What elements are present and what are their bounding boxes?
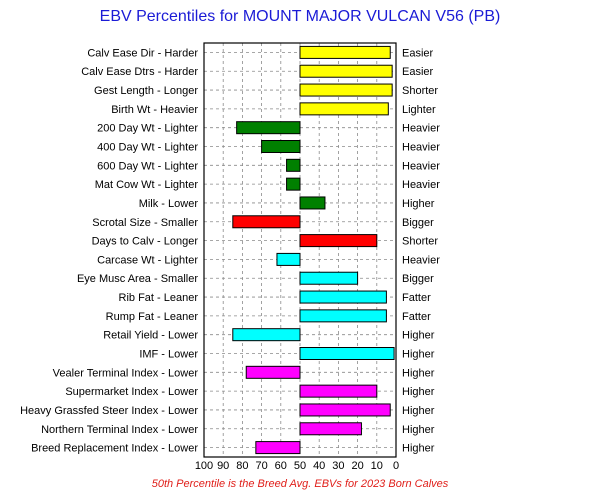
direction-label: Higher xyxy=(402,330,435,342)
bar xyxy=(232,215,301,229)
x-axis-ticks: 100 90 80 70 60 50 40 30 20 10 0 xyxy=(195,460,399,472)
trait-label: Calv Ease Dir - Harder xyxy=(87,47,198,59)
x-tick-label: 0 xyxy=(393,460,399,472)
bar xyxy=(299,290,387,304)
x-tick-label: 60 xyxy=(275,460,287,472)
direction-label: Fatter xyxy=(402,311,431,323)
trait-label: Gest Length - Longer xyxy=(94,85,198,97)
direction-label: Bigger xyxy=(402,273,434,285)
bar xyxy=(299,234,378,248)
trait-label: 200 Day Wt - Lighter xyxy=(97,123,198,135)
trait-label: Calv Ease Dtrs - Harder xyxy=(81,66,198,78)
bar xyxy=(299,271,359,285)
bar xyxy=(299,45,391,59)
direction-label: Bigger xyxy=(402,217,434,229)
chart-title: EBV Percentiles for MOUNT MAJOR VULCAN V… xyxy=(100,8,501,25)
trait-label: Milk - Lower xyxy=(139,198,199,210)
direction-label: Heavier xyxy=(402,254,440,266)
trait-label: Mat Cow Wt - Lighter xyxy=(95,179,199,191)
trait-label: Rump Fat - Leaner xyxy=(106,311,199,323)
trait-label: Northern Terminal Index - Lower xyxy=(41,424,198,436)
trait-label: IMF - Lower xyxy=(139,349,198,361)
bar xyxy=(276,252,301,266)
direction-label: Higher xyxy=(402,424,435,436)
bar xyxy=(299,64,393,78)
x-tick-label: 90 xyxy=(217,460,229,472)
bar xyxy=(299,83,393,97)
chart-footnote: 50th Percentile is the Breed Avg. EBVs f… xyxy=(152,478,449,490)
bar xyxy=(299,422,362,436)
bar xyxy=(299,403,391,417)
direction-label: Heavier xyxy=(402,179,440,191)
bar xyxy=(261,140,301,153)
x-tick-label: 70 xyxy=(255,460,267,472)
direction-label: Lighter xyxy=(402,104,436,116)
direction-label: Shorter xyxy=(402,236,438,248)
bar xyxy=(245,365,301,379)
direction-label: Higher xyxy=(402,349,435,361)
bar xyxy=(299,196,326,210)
trait-label: Eye Musc Area - Smaller xyxy=(77,273,198,285)
x-tick-label: 20 xyxy=(351,460,363,472)
x-tick-label: 30 xyxy=(332,460,344,472)
trait-label: Scrotal Size - Smaller xyxy=(92,217,198,229)
direction-label: Shorter xyxy=(402,85,438,97)
trait-label: Supermarket Index - Lower xyxy=(65,386,198,398)
trait-label: Birth Wt - Heavier xyxy=(111,104,198,116)
trait-label: Breed Replacement Index - Lower xyxy=(31,443,198,455)
trait-label: 400 Day Wt - Lighter xyxy=(97,142,198,154)
bar xyxy=(236,121,301,135)
x-tick-label: 100 xyxy=(195,460,213,472)
x-tick-label: 80 xyxy=(236,460,248,472)
direction-label: Heavier xyxy=(402,160,440,172)
plot-frame xyxy=(203,42,397,458)
direction-label: Fatter xyxy=(402,292,431,304)
bar xyxy=(299,384,378,398)
trait-label: Rib Fat - Leaner xyxy=(119,292,199,304)
bar-group xyxy=(232,45,395,455)
bar xyxy=(299,102,389,116)
left-label-group: Calv Ease Dir - Harder Calv Ease Dtrs - H… xyxy=(20,47,198,454)
direction-label: Easier xyxy=(402,47,434,59)
direction-label: Higher xyxy=(402,198,435,210)
bar xyxy=(299,309,387,323)
trait-label: Days to Calv - Longer xyxy=(92,236,199,248)
bar xyxy=(255,441,301,455)
direction-label: Higher xyxy=(402,386,435,398)
x-tick-label: 10 xyxy=(371,460,383,472)
trait-label: 600 Day Wt - Lighter xyxy=(97,160,198,172)
direction-label: Heavier xyxy=(402,123,440,135)
x-tick-label: 50 xyxy=(294,460,306,472)
x-tick-label: 40 xyxy=(313,460,325,472)
bar xyxy=(286,177,301,191)
bar xyxy=(299,347,395,360)
direction-label: Higher xyxy=(402,443,435,455)
direction-label: Easier xyxy=(402,66,434,78)
trait-label: Retail Yield - Lower xyxy=(103,330,198,342)
direction-label: Higher xyxy=(402,367,435,379)
right-label-group: Easier Easier Shorter Lighter Heavier Heavier… xyxy=(402,47,440,454)
trait-label: Carcase Wt - Lighter xyxy=(97,254,198,266)
trait-label: Heavy Grassfed Steer Index - Lower xyxy=(20,405,198,417)
direction-label: Higher xyxy=(402,405,435,417)
direction-label: Heavier xyxy=(402,142,440,154)
bar xyxy=(232,328,301,342)
trait-label: Vealer Terminal Index - Lower xyxy=(53,367,199,379)
bar xyxy=(286,158,301,172)
